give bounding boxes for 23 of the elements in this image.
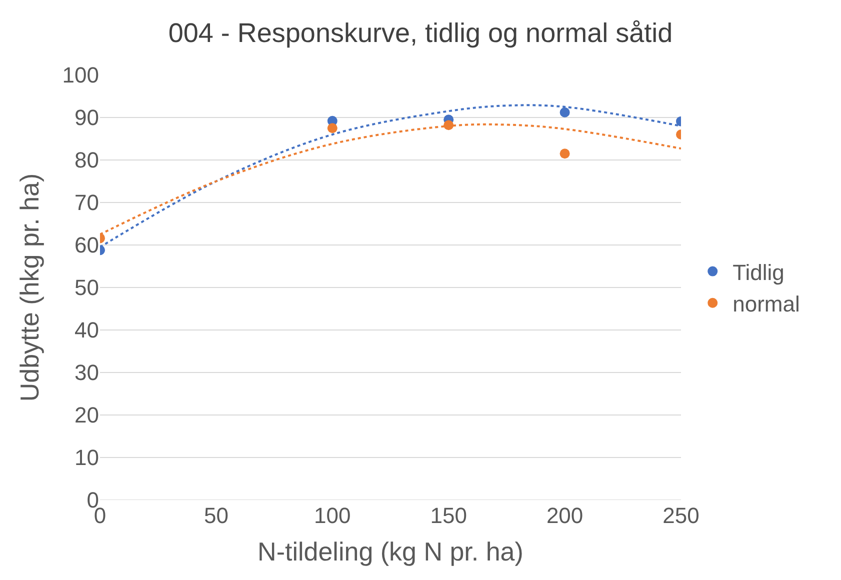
point	[560, 107, 570, 118]
y-tick-label: 10	[74, 445, 99, 470]
y-tick-label: 80	[74, 148, 99, 173]
x-tick-label: 150	[430, 503, 467, 528]
x-tick-label: 100	[314, 503, 351, 528]
point	[560, 148, 570, 159]
y-tick-label: 40	[74, 318, 99, 343]
x-tick-label: 50	[204, 503, 228, 528]
y-tick-label: 20	[74, 402, 99, 428]
chart-title: 004 - Responskurve, tidlig og normal såtid	[168, 18, 673, 48]
point	[327, 123, 338, 134]
legend-label: Tidlig	[732, 260, 784, 285]
y-axis-title: Udbytte (hkg pr. ha)	[14, 173, 45, 402]
legend-label: normal	[732, 291, 800, 316]
y-tick-label: 50	[74, 275, 99, 300]
y-tick-label: 30	[74, 360, 99, 386]
y-tick-label: 60	[74, 232, 99, 258]
x-axis-title: N-tildeling (kg N pr. ha)	[258, 536, 524, 567]
y-tick-label: 90	[74, 105, 99, 130]
x-tick-label: 250	[662, 503, 700, 528]
y-tick-label: 100	[62, 62, 99, 88]
x-tick-label: 200	[546, 503, 584, 528]
y-tick-label: 70	[74, 190, 99, 216]
